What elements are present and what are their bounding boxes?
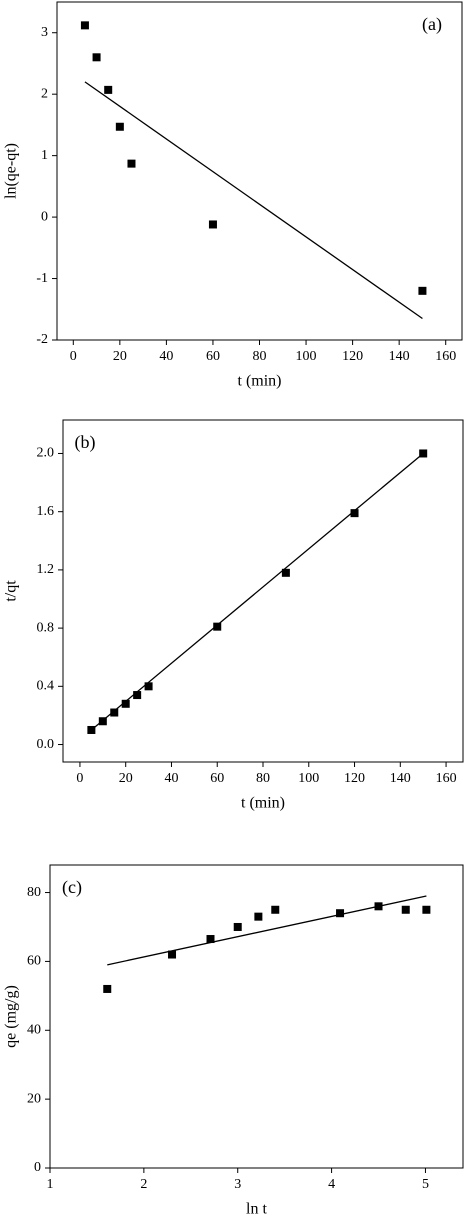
x-tick-label: 20 xyxy=(113,349,127,364)
data-point xyxy=(121,699,130,708)
data-point xyxy=(127,159,136,168)
data-point xyxy=(98,717,107,726)
y-tick-label: 3 xyxy=(41,25,48,40)
x-tick-label: 60 xyxy=(210,771,224,786)
y-tick-label: 0.0 xyxy=(37,737,55,752)
x-tick-label: 140 xyxy=(389,349,410,364)
panel-label: (c) xyxy=(62,877,82,898)
panel-label: (b) xyxy=(75,432,96,453)
x-tick-label: 40 xyxy=(159,349,173,364)
x-tick-label: 160 xyxy=(435,349,456,364)
y-tick-label: 40 xyxy=(27,1022,41,1037)
x-tick-label: 100 xyxy=(296,349,317,364)
y-axis-label: ln(qe-qt) xyxy=(3,143,20,199)
x-axis-label: t (min) xyxy=(238,373,282,390)
data-point xyxy=(281,568,290,577)
x-tick-label: 3 xyxy=(234,1177,241,1192)
data-point xyxy=(401,905,410,914)
data-point xyxy=(213,622,222,631)
data-point xyxy=(133,691,142,700)
x-tick-label: 80 xyxy=(253,349,267,364)
y-tick-label: 2.0 xyxy=(37,446,55,461)
y-tick-label: 0.4 xyxy=(37,679,55,694)
x-tick-label: 120 xyxy=(342,349,363,364)
plot-frame xyxy=(62,419,464,763)
y-tick-label: 60 xyxy=(27,954,41,969)
x-tick-label: 140 xyxy=(390,771,411,786)
data-point xyxy=(254,912,263,921)
data-point xyxy=(336,909,345,918)
y-tick-label: 0 xyxy=(34,1160,41,1175)
data-point xyxy=(350,509,359,518)
data-point xyxy=(87,725,96,734)
data-point xyxy=(144,682,153,691)
y-tick-label: -2 xyxy=(36,332,48,347)
data-point xyxy=(271,905,280,914)
data-point xyxy=(374,902,383,911)
y-tick-label: 80 xyxy=(27,885,41,900)
data-point xyxy=(103,984,112,993)
y-axis-label: t/qt xyxy=(3,580,20,602)
data-point xyxy=(419,449,428,458)
y-tick-label: 0 xyxy=(41,209,48,224)
x-tick-label: 1 xyxy=(47,1177,54,1192)
x-tick-label: 160 xyxy=(436,771,457,786)
x-tick-label: 80 xyxy=(256,771,270,786)
fit-line xyxy=(90,452,424,731)
data-point xyxy=(418,286,427,295)
fit-line xyxy=(84,81,423,320)
fit-line xyxy=(107,895,427,966)
x-tick-label: 4 xyxy=(328,1177,335,1192)
y-tick-label: 0.8 xyxy=(37,620,55,635)
plot-frame xyxy=(49,864,464,1169)
x-axis-label: ln t xyxy=(246,1201,267,1218)
data-point xyxy=(104,85,113,94)
y-axis-label: qe (mg/g) xyxy=(3,985,20,1048)
panel-label: (a) xyxy=(422,14,442,35)
plot-frame xyxy=(56,1,463,341)
x-axis-label: t (min) xyxy=(241,795,285,812)
y-tick-label: -1 xyxy=(36,271,48,286)
data-point xyxy=(233,922,242,931)
data-point xyxy=(115,122,124,131)
y-tick-label: 1 xyxy=(41,148,48,163)
y-tick-label: 1.6 xyxy=(37,504,55,519)
x-tick-label: 0 xyxy=(76,771,83,786)
data-point xyxy=(80,21,89,30)
x-tick-label: 40 xyxy=(164,771,178,786)
data-point xyxy=(208,220,217,229)
data-point xyxy=(168,950,177,959)
data-point xyxy=(92,53,101,62)
data-point xyxy=(422,905,431,914)
x-tick-label: 60 xyxy=(206,349,220,364)
data-point xyxy=(110,708,119,717)
x-tick-label: 100 xyxy=(298,771,319,786)
x-tick-label: 5 xyxy=(422,1177,429,1192)
x-tick-label: 0 xyxy=(70,349,77,364)
y-tick-label: 2 xyxy=(41,86,48,101)
x-tick-label: 20 xyxy=(119,771,133,786)
x-tick-label: 120 xyxy=(344,771,365,786)
y-tick-label: 20 xyxy=(27,1091,41,1106)
x-tick-label: 2 xyxy=(140,1177,147,1192)
data-point xyxy=(206,935,215,944)
y-tick-label: 1.2 xyxy=(37,562,55,577)
